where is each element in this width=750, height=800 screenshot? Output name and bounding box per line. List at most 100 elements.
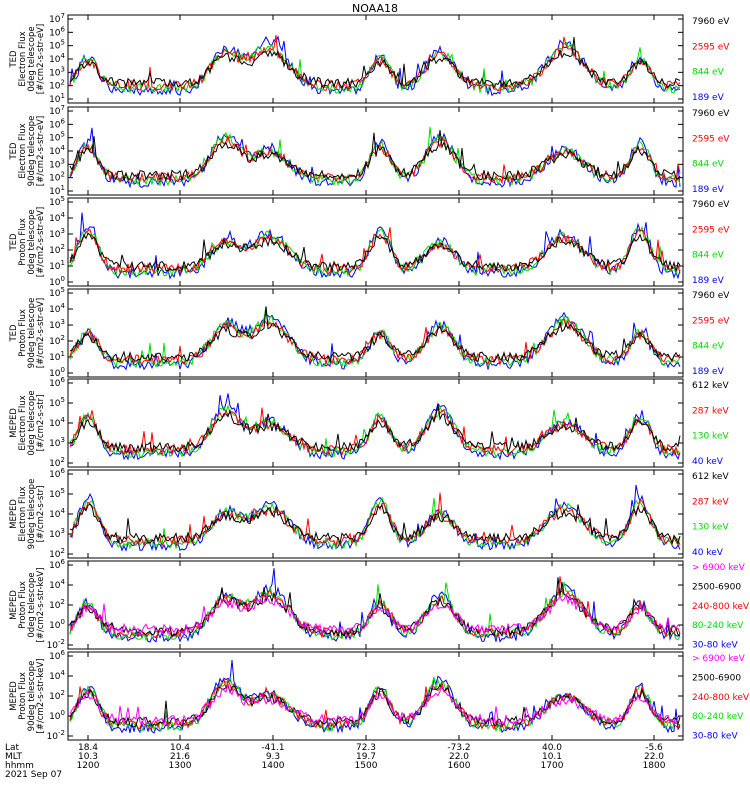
y-tick-label: 102 bbox=[49, 334, 65, 347]
legend-entry: 80-240 keV bbox=[692, 712, 744, 722]
legend-entry: 80-240 keV bbox=[692, 621, 744, 631]
series-line bbox=[69, 35, 681, 92]
legend-entry: 2500-6900 bbox=[692, 582, 741, 592]
y-tick-label: 103 bbox=[49, 157, 65, 170]
series-line bbox=[69, 503, 681, 545]
legend-entry: 2595 eV bbox=[692, 225, 730, 235]
y-tick-label: 103 bbox=[49, 318, 65, 331]
legend-entry: 7960 eV bbox=[692, 200, 730, 210]
y-tick-label: 10-2 bbox=[47, 729, 65, 742]
series-group bbox=[69, 212, 681, 280]
y-tick-label: 105 bbox=[49, 131, 65, 144]
y-axis-label: MEPEDElectron Flux0deg telescope[#/cm2-s… bbox=[9, 390, 46, 455]
y-tick-label: 105 bbox=[49, 396, 65, 409]
y-tick-label: 104 bbox=[49, 211, 65, 224]
y-axis-label: MEPEDElectron Flux90deg telescope[#/cm2-… bbox=[9, 479, 46, 550]
series-line bbox=[69, 129, 681, 182]
legend-entry: 189 eV bbox=[692, 185, 725, 195]
legend-entry: 2595 eV bbox=[692, 316, 730, 326]
y-tick-label: 101 bbox=[49, 259, 65, 272]
legend-entry: 240-800 keV bbox=[692, 693, 750, 703]
x-tick-label: 1300 bbox=[169, 761, 192, 771]
x-tick-label: -73.2 bbox=[447, 743, 470, 753]
y-axis-label: TEDProton Flux0deg telescope[#/cm2-s-str… bbox=[9, 207, 46, 277]
x-tick-label: 40.0 bbox=[542, 743, 562, 753]
legend-entry: 287 keV bbox=[692, 497, 729, 507]
legend-entry: 240-800 keV bbox=[692, 602, 750, 612]
legend-entry: 130 keV bbox=[692, 523, 729, 533]
y-tick-label: 104 bbox=[49, 669, 65, 682]
legend-entry: 7960 eV bbox=[692, 17, 730, 27]
legend-entry: 844 eV bbox=[692, 342, 725, 352]
x-tick-label: 1800 bbox=[643, 761, 666, 771]
legend-entry: 2595 eV bbox=[692, 42, 730, 52]
y-axis-label: TEDElectron Flux0deg telescope[#/cm2-s-s… bbox=[9, 24, 46, 94]
series-line bbox=[69, 37, 681, 90]
x-tick-label: 18.4 bbox=[78, 743, 98, 753]
x-row-label: hhmm bbox=[5, 761, 34, 771]
x-tick-label: 22.0 bbox=[644, 752, 664, 762]
y-tick-label: 103 bbox=[49, 227, 65, 240]
x-tick-label: 10.1 bbox=[542, 752, 562, 762]
x-tick-label: 22.0 bbox=[449, 752, 469, 762]
x-tick-label: 1200 bbox=[77, 761, 100, 771]
series-group bbox=[69, 660, 681, 734]
legend-entry: 844 eV bbox=[692, 160, 725, 170]
x-row-label: MLT bbox=[5, 752, 23, 762]
x-tick-label: 10.4 bbox=[170, 743, 190, 753]
series-line bbox=[69, 306, 681, 369]
legend-entry: 612 keV bbox=[692, 381, 729, 391]
series-line bbox=[69, 227, 681, 275]
series-group bbox=[69, 127, 681, 189]
y-tick-label: 102 bbox=[49, 689, 65, 702]
y-tick-label: 107 bbox=[49, 12, 65, 25]
x-tick-label: 1400 bbox=[262, 761, 285, 771]
x-tick-label: 10.3 bbox=[78, 752, 98, 762]
series-line bbox=[69, 407, 681, 457]
y-tick-label: 100 bbox=[49, 618, 65, 631]
y-tick-label: 102 bbox=[49, 243, 65, 256]
y-axis-label: TEDProton Flux90deg telescope[#/cm2-s-st… bbox=[9, 298, 46, 369]
x-tick-label: -41.1 bbox=[261, 743, 284, 753]
series-group bbox=[69, 484, 681, 552]
legend-entry: 2500-6900 bbox=[692, 673, 741, 683]
y-tick-label: 102 bbox=[49, 171, 65, 184]
y-tick-label: 102 bbox=[49, 598, 65, 611]
y-tick-label: 107 bbox=[49, 104, 65, 117]
series-group bbox=[69, 306, 681, 371]
legend-entry: 189 eV bbox=[692, 93, 725, 103]
x-tick-label: 19.7 bbox=[356, 752, 376, 762]
legend-entry: 612 keV bbox=[692, 472, 729, 482]
y-tick-label: 105 bbox=[49, 39, 65, 52]
series-line bbox=[69, 306, 681, 364]
y-tick-label: 104 bbox=[49, 578, 65, 591]
series-line bbox=[69, 683, 681, 727]
series-group bbox=[69, 35, 681, 97]
series-line bbox=[69, 593, 681, 636]
legend-entry: 7960 eV bbox=[692, 109, 730, 119]
legend-entry: 40 keV bbox=[692, 457, 724, 467]
x-tick-label: 72.3 bbox=[356, 743, 376, 753]
x-tick-label: 1500 bbox=[355, 761, 378, 771]
y-tick-label: 104 bbox=[49, 302, 65, 315]
x-tick-label: 1600 bbox=[448, 761, 471, 771]
series-line bbox=[69, 318, 681, 366]
legend-entry: 189 eV bbox=[692, 367, 725, 377]
date-label: 2021 Sep 07 bbox=[5, 770, 62, 780]
legend-entry: > 6900 keV bbox=[692, 563, 746, 573]
y-tick-label: 103 bbox=[49, 527, 65, 540]
legend-entry: 30-80 keV bbox=[692, 641, 738, 651]
y-axis-label: MEPEDProton Flux0deg telescope[#/cm2-s-s… bbox=[9, 568, 46, 643]
y-tick-label: 106 bbox=[49, 117, 65, 130]
series-group bbox=[69, 393, 681, 461]
legend-entry: 2595 eV bbox=[692, 134, 730, 144]
legend-entry: 130 keV bbox=[692, 432, 729, 442]
series-line bbox=[69, 232, 681, 273]
legend-entry: 287 keV bbox=[692, 406, 729, 416]
y-tick-label: 104 bbox=[49, 416, 65, 429]
